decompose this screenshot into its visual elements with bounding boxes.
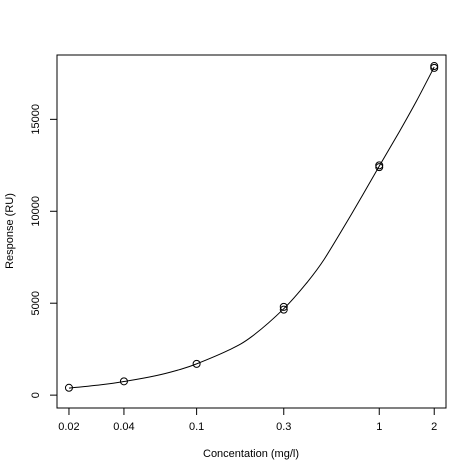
x-tick-label: 0.3 — [276, 421, 291, 433]
fit-curve — [68, 66, 435, 389]
data-point — [375, 161, 384, 170]
data-point — [430, 62, 439, 71]
x-tick-label: 2 — [431, 421, 437, 433]
y-tick-label: 10000 — [30, 196, 42, 227]
plot-frame — [56, 54, 447, 409]
y-axis-label: Response (RU) — [4, 193, 16, 269]
y-axis: 0 5000 10000 15000 — [30, 104, 58, 398]
data-point — [64, 383, 73, 392]
data-point — [279, 305, 288, 314]
x-tick-label: 0.1 — [189, 421, 204, 433]
x-axis-label: Concentation (mg/l) — [203, 448, 299, 460]
x-tick-label: 1 — [376, 421, 382, 433]
y-tick-label: 15000 — [30, 104, 42, 135]
y-tick-label: 0 — [30, 392, 42, 398]
x-tick-label: 0.02 — [58, 421, 79, 433]
data-point — [192, 359, 201, 368]
x-axis: 0.02 0.04 0.1 0.3 1 2 — [58, 407, 437, 433]
y-tick-label: 5000 — [30, 291, 42, 315]
x-tick-label: 0.04 — [113, 421, 134, 433]
data-point — [279, 302, 288, 311]
data-point — [119, 377, 128, 386]
data-points — [64, 62, 439, 392]
